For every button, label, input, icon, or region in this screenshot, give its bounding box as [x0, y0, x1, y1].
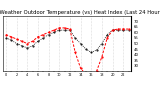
Title: Milwaukee Weather Outdoor Temperature (vs) Heat Index (Last 24 Hours): Milwaukee Weather Outdoor Temperature (v… [0, 10, 160, 15]
